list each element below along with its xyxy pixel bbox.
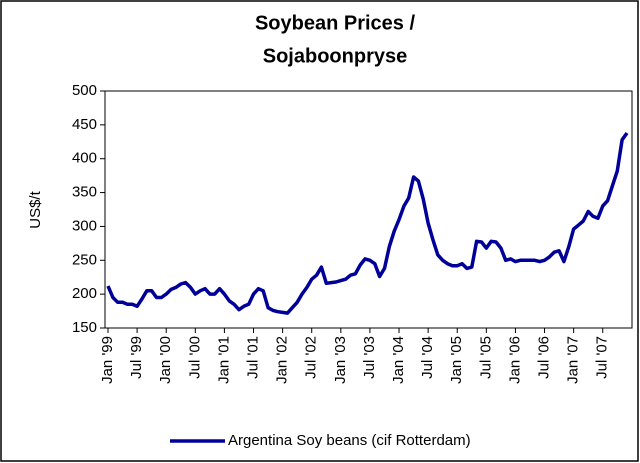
x-tick-label: Jul '07	[594, 336, 611, 379]
plot-area	[104, 90, 633, 329]
x-tick-label: Jan '00	[157, 336, 174, 384]
y-tick-label: 150	[72, 319, 97, 336]
x-tick-label: Jul '01	[244, 336, 261, 379]
y-tick-label: 400	[72, 150, 97, 167]
x-tick-label: Jul '06	[536, 336, 553, 379]
y-tick-label: 250	[72, 251, 97, 268]
y-tick-label: 500	[72, 82, 97, 99]
x-tick-label: Jan '01	[215, 336, 232, 384]
x-tick-label: Jul '02	[303, 336, 320, 379]
x-tick-label: Jan '05	[448, 336, 465, 384]
x-tick-label: Jan '04	[390, 336, 407, 384]
x-tick-label: Jan '06	[506, 336, 523, 384]
chart-title: Sojaboonpryse	[263, 45, 407, 67]
x-tick-label: Jul '05	[477, 336, 494, 379]
legend-label: Argentina Soy beans (cif Rotterdam)	[228, 432, 471, 449]
x-tick-label: Jul '99	[128, 336, 145, 379]
y-axis-label: US$/t	[27, 190, 44, 228]
x-tick-label: Jan '07	[565, 336, 582, 384]
x-tick-label: Jul '00	[186, 336, 203, 379]
y-tick-label: 200	[72, 285, 97, 302]
y-tick-label: 350	[72, 184, 97, 201]
x-tick-label: Jul '03	[361, 336, 378, 379]
y-tick-label: 450	[72, 116, 97, 133]
x-tick-label: Jul '04	[419, 336, 436, 379]
chart-title: Soybean Prices /	[255, 12, 416, 34]
x-tick-label: Jan '99	[99, 336, 116, 384]
x-tick-label: Jan '03	[332, 336, 349, 384]
x-tick-label: Jan '02	[274, 336, 291, 384]
data-line	[106, 131, 629, 315]
y-tick-label: 300	[72, 217, 97, 234]
